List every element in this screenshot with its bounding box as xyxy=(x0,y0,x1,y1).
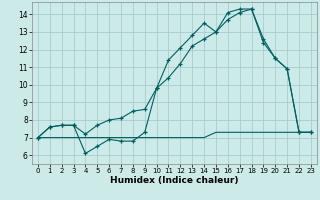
X-axis label: Humidex (Indice chaleur): Humidex (Indice chaleur) xyxy=(110,176,239,185)
